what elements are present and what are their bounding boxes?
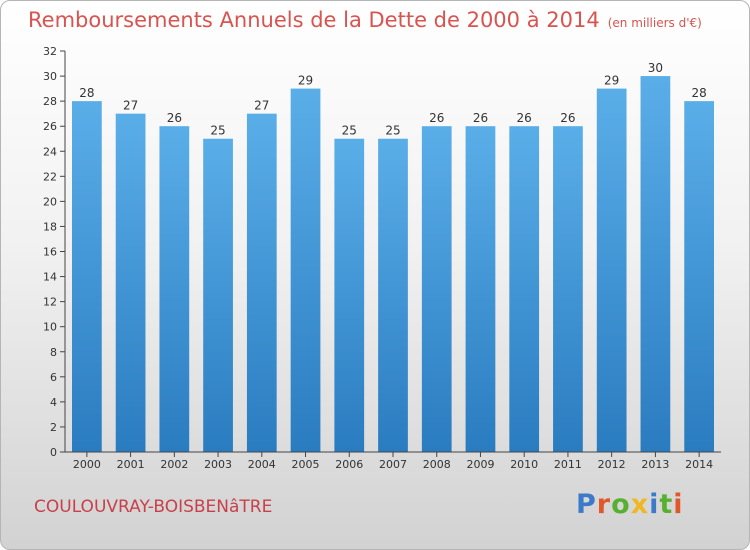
- data-label-2013: 30: [648, 61, 663, 75]
- data-label-2010: 26: [517, 111, 532, 125]
- data-label-2000: 28: [79, 86, 94, 100]
- bar-2000: [71, 101, 102, 452]
- bars: 28 27 26 25 27 29 25 25 26 26 26 26 29 30 28: [71, 61, 715, 452]
- y-tick-label: 32: [43, 45, 57, 58]
- x-tick-label-2001: 2001: [117, 458, 145, 471]
- x-tick-label-2011: 2011: [554, 458, 582, 471]
- bar-2012: [596, 88, 627, 452]
- data-label-2005: 29: [298, 74, 313, 88]
- data-label-2002: 26: [167, 111, 182, 125]
- x-tick-label-2004: 2004: [248, 458, 276, 471]
- bar-2005: [290, 88, 321, 452]
- bar-2011: [553, 126, 583, 452]
- bar-2010: [509, 126, 540, 452]
- chart-title: Remboursements Annuels de la Dette de 20…: [28, 8, 702, 32]
- data-label-2007: 25: [385, 124, 400, 138]
- y-tick-label: 20: [43, 195, 57, 208]
- x-tick-label-2006: 2006: [335, 458, 363, 471]
- bar-2008: [421, 126, 452, 452]
- data-label-2004: 27: [254, 99, 269, 113]
- y-tick-label: 26: [43, 120, 57, 133]
- x-axis: 2000 2001 2002 2003 2004 2005 2006 2007 2008 2009…: [65, 451, 721, 471]
- y-tick-label: 24: [43, 145, 57, 158]
- brand-letter: i: [649, 489, 660, 520]
- data-label-2012: 29: [604, 74, 619, 88]
- data-label-2001: 27: [123, 99, 138, 113]
- y-tick-label: 16: [43, 246, 57, 259]
- y-tick-label: 22: [43, 170, 57, 183]
- x-tick-label-2003: 2003: [204, 458, 232, 471]
- x-tick-label-2013: 2013: [641, 458, 669, 471]
- y-tick-label: 6: [50, 371, 57, 384]
- x-tick-label-2000: 2000: [73, 458, 101, 471]
- y-tick-label: 0: [50, 446, 57, 459]
- x-tick-label-2005: 2005: [292, 458, 320, 471]
- brand-letter: P: [576, 489, 597, 520]
- chart-title-text: Remboursements Annuels de la Dette de 20…: [28, 8, 600, 32]
- x-tick-label-2010: 2010: [510, 458, 538, 471]
- bar-2013: [640, 76, 671, 452]
- y-tick-label: 4: [50, 396, 57, 409]
- x-tick-label-2002: 2002: [160, 458, 188, 471]
- brand-letter: r: [596, 489, 612, 520]
- x-tick-label-2008: 2008: [423, 458, 451, 471]
- y-tick-label: 14: [43, 271, 57, 284]
- bar-2007: [378, 138, 408, 452]
- data-label-2003: 25: [210, 124, 225, 138]
- brand-letter: i: [673, 489, 684, 520]
- bar-2006: [334, 138, 365, 452]
- data-label-2009: 26: [473, 111, 488, 125]
- y-tick-label: 12: [43, 296, 57, 309]
- bar-2001: [115, 113, 146, 452]
- y-tick-label: 8: [50, 346, 57, 359]
- bar-2004: [246, 113, 277, 452]
- brand-letter: t: [659, 489, 674, 520]
- proxiti-logo: Proxiti: [576, 489, 684, 520]
- y-tick-label: 28: [43, 95, 57, 108]
- y-tick-label: 30: [43, 70, 57, 83]
- bar-2002: [159, 126, 190, 452]
- bar-2009: [465, 126, 496, 452]
- commune-name: COULOUVRAY-BOISBENâTRE: [34, 497, 273, 517]
- y-tick-label: 18: [43, 220, 57, 233]
- x-tick-label-2012: 2012: [598, 458, 626, 471]
- brand-letter: o: [611, 489, 631, 520]
- data-label-2014: 28: [691, 86, 706, 100]
- bar-2014: [684, 101, 715, 452]
- y-tick-label: 10: [43, 321, 57, 334]
- data-label-2008: 26: [429, 111, 444, 125]
- data-label-2011: 26: [560, 111, 575, 125]
- x-tick-label-2009: 2009: [466, 458, 494, 471]
- x-tick-label-2007: 2007: [379, 458, 407, 471]
- chart-unit: (en milliers d'€): [607, 16, 702, 30]
- x-tick-label-2014: 2014: [685, 458, 713, 471]
- brand-letter: x: [630, 489, 650, 520]
- bar-2003: [203, 138, 233, 452]
- y-tick-label: 2: [50, 421, 57, 434]
- data-label-2006: 25: [342, 124, 357, 138]
